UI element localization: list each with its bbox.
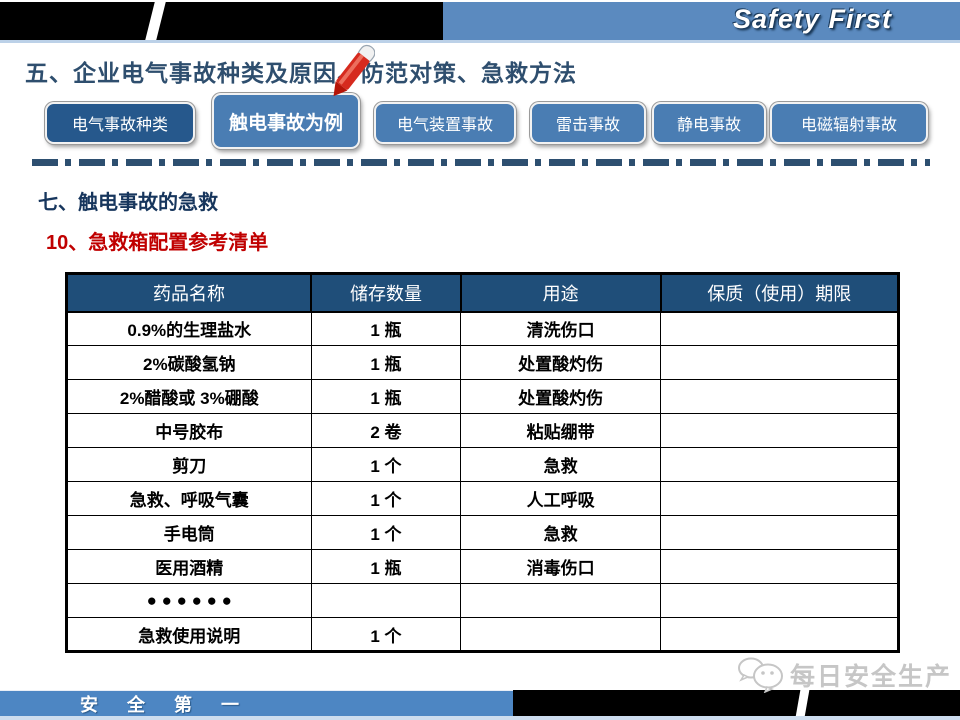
nav-button-electrical-accident-types[interactable]: 电气事故种类 bbox=[45, 102, 195, 144]
table-cell: 1 瓶 bbox=[310, 345, 462, 380]
footer-slogan: 安 全 第 一 bbox=[80, 695, 252, 715]
table-cell: 1 个 bbox=[310, 481, 462, 516]
table-cell: 处置酸灼伤 bbox=[460, 379, 662, 414]
table-cell bbox=[660, 481, 899, 516]
brand-text: Safety First bbox=[732, 4, 892, 34]
table-header-row: 药品名称 储存数量 用途 保质（使用）期限 bbox=[65, 272, 900, 313]
table-row: ● ● ● ● ● ● bbox=[66, 583, 899, 618]
table-cell: 1 瓶 bbox=[310, 549, 462, 584]
watermark: 每日安全生产 bbox=[737, 657, 952, 693]
table-cell bbox=[660, 447, 899, 482]
nav-button-electromagnetic-radiation-accident[interactable]: 电磁辐射事故 bbox=[770, 102, 928, 144]
table-row: 手电筒 1 个急救 bbox=[66, 515, 899, 550]
table-cell: 急救使用说明 bbox=[66, 617, 312, 652]
table-cell: 2%醋酸或 3%硼酸 bbox=[66, 379, 312, 414]
table-cell: 粘贴绷带 bbox=[460, 413, 662, 448]
footer-diagonal-gap bbox=[795, 690, 810, 717]
topbar-blue-segment bbox=[443, 2, 960, 40]
bottom-accent-strip bbox=[0, 716, 960, 720]
table-row: 2%醋酸或 3%硼酸 1 瓶处置酸灼伤 bbox=[66, 379, 899, 414]
table-cell: 2%碳酸氢钠 bbox=[66, 345, 312, 380]
table-row: 剪刀 1 个急救 bbox=[66, 447, 899, 482]
table-cell bbox=[660, 549, 899, 584]
table-cell bbox=[660, 379, 899, 414]
table-row: 2%碳酸氢钠 1 瓶处置酸灼伤 bbox=[66, 345, 899, 380]
table-row: 急救使用说明 1 个 bbox=[66, 617, 899, 652]
table-cell bbox=[660, 515, 899, 550]
first-aid-kit-table: 药品名称 储存数量 用途 保质（使用）期限 0.9%的生理盐水 1 瓶清洗伤口 2%… bbox=[65, 272, 900, 653]
table-cell bbox=[460, 583, 662, 618]
watermark-text: 每日安全生产 bbox=[789, 663, 952, 691]
table-cell: 急救 bbox=[460, 515, 662, 550]
table-cell bbox=[310, 583, 462, 618]
table-cell: 剪刀 bbox=[66, 447, 312, 482]
table-cell bbox=[460, 617, 662, 652]
table-cell: 1 个 bbox=[310, 617, 462, 652]
table-cell: 1 瓶 bbox=[310, 379, 462, 414]
table-cell: 0.9%的生理盐水 bbox=[66, 311, 312, 346]
table-cell bbox=[660, 413, 899, 448]
table-cell: 急救、呼吸气囊 bbox=[66, 481, 312, 516]
nav-button-lightning-accident[interactable]: 雷击事故 bbox=[530, 102, 646, 144]
table-cell: ● ● ● ● ● ● bbox=[66, 583, 312, 618]
table-cell: 中号胶布 bbox=[66, 413, 312, 448]
table-cell: 手电筒 bbox=[66, 515, 312, 550]
nav-button-static-accident[interactable]: 静电事故 bbox=[652, 102, 766, 144]
table-row: 0.9%的生理盐水 1 瓶清洗伤口 bbox=[66, 311, 899, 346]
footer-black-bar bbox=[513, 690, 960, 717]
table-row: 医用酒精 1 瓶消毒伤口 bbox=[66, 549, 899, 584]
table-cell: 急救 bbox=[460, 447, 662, 482]
table-cell: 处置酸灼伤 bbox=[460, 345, 662, 380]
table-cell: 1 个 bbox=[310, 447, 462, 482]
table-cell bbox=[660, 617, 899, 652]
table-cell: 医用酒精 bbox=[66, 549, 312, 584]
table-row: 急救、呼吸气囊 1 个人工呼吸 bbox=[66, 481, 899, 516]
table-header-use: 用途 bbox=[459, 272, 662, 313]
table-cell bbox=[660, 311, 899, 346]
section-subheading: 10、急救箱配置参考清单 bbox=[46, 232, 269, 254]
dashed-divider bbox=[32, 159, 930, 166]
table-cell: 消毒伤口 bbox=[460, 549, 662, 584]
table-cell: 清洗伤口 bbox=[460, 311, 662, 346]
med-table-body: 0.9%的生理盐水 1 瓶清洗伤口 2%碳酸氢钠 1 瓶处置酸灼伤 2%醋酸或 3%硼酸… bbox=[66, 311, 899, 652]
nav-button-electric-shock-example[interactable]: 触电事故为例 bbox=[212, 93, 360, 149]
slide-title: 五、企业电气事故种类及原因、防范对策、急救方法 bbox=[25, 60, 577, 87]
table-cell: 1 瓶 bbox=[310, 311, 462, 346]
topbar-black-segment bbox=[0, 2, 443, 40]
footer-blue-bar: 安 全 第 一 bbox=[0, 690, 513, 717]
table-cell bbox=[660, 583, 899, 618]
table-cell: 人工呼吸 bbox=[460, 481, 662, 516]
topbar-underline bbox=[0, 40, 960, 43]
table-header-quantity: 储存数量 bbox=[310, 272, 462, 313]
table-header-medicine-name: 药品名称 bbox=[65, 272, 313, 313]
table-header-shelf-life: 保质（使用）期限 bbox=[659, 272, 900, 313]
table-cell: 1 个 bbox=[310, 515, 462, 550]
table-cell: 2 卷 bbox=[310, 413, 462, 448]
table-cell bbox=[660, 345, 899, 380]
wechat-logo-icon bbox=[737, 657, 783, 693]
red-pen-icon bbox=[333, 44, 375, 97]
table-row: 中号胶布 2 卷粘贴绷带 bbox=[66, 413, 899, 448]
section-heading: 七、触电事故的急救 bbox=[38, 192, 218, 214]
nav-button-electrical-equipment-accident[interactable]: 电气装置事故 bbox=[374, 102, 516, 144]
